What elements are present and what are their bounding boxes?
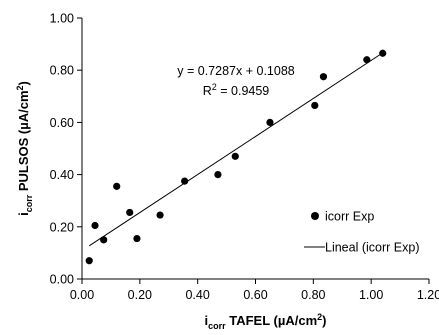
equation-label: y = 0.7287x + 0.1088 [177,64,295,78]
y-tick-label: 1.00 [50,12,74,26]
legend: icorr Exp Lineal (icorr Exp) [304,210,419,255]
legend-marker-icon [311,212,319,220]
data-point [113,182,121,190]
y-tick-label: 0.20 [50,220,74,234]
data-points [85,49,387,265]
y-tick-label: 0.80 [50,64,74,78]
data-point [126,208,134,217]
legend-label-trendline: Lineal (icorr Exp) [325,241,419,255]
data-point [156,211,164,219]
data-point [231,152,239,160]
data-point [311,101,319,110]
data-point [100,236,108,244]
data-point [363,56,371,64]
x-tick-label: 1.20 [417,288,439,302]
ticks: 0.00 0.20 0.40 0.60 0.80 1.00 0.00 0.20 0.40 0.60… [50,12,439,303]
y-tick-label: 0.60 [50,116,74,130]
x-tick-label: 0.60 [243,288,267,302]
y-axis-title: icorr PULSOS (µA/cm2) [15,81,34,216]
data-point [133,234,141,243]
r-squared-label: R2 = 0.9459 [203,82,270,98]
x-tick-label: 0.80 [301,288,325,302]
data-point [91,221,99,230]
data-point [85,257,93,265]
data-point [266,118,274,126]
x-tick-label: 0.20 [128,288,152,302]
data-point [379,49,387,57]
y-tick-label: 0.40 [50,168,74,182]
x-tick-label: 1.00 [359,288,383,302]
data-point [181,177,189,185]
data-point [214,171,222,179]
x-tick-label: 0.00 [70,288,94,302]
x-tick-label: 0.40 [185,288,209,302]
trendline-group [88,52,384,247]
trendline [88,52,384,247]
legend-label-series: icorr Exp [325,210,374,224]
y-tick-label: 0.00 [50,273,74,287]
x-axis-title: icorr TAFEL (µA/cm2) [204,312,326,331]
data-point [319,73,328,81]
